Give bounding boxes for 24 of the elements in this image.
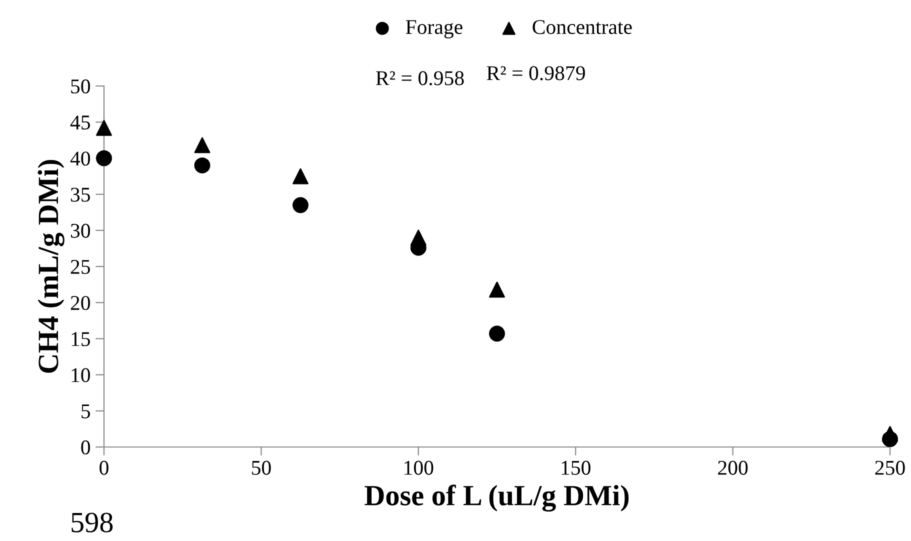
y-tick-label: 25 (70, 260, 90, 274)
legend-label: Concentrate (532, 20, 632, 34)
y-tick-label: 0 (81, 440, 90, 454)
y-axis-title: CH4 (mL/g DMi) (38, 160, 64, 373)
y-tick-label: 45 (70, 116, 90, 130)
y-tick-label: 35 (70, 188, 90, 202)
y-tick-label: 10 (72, 368, 90, 382)
x-axis-title: Dose of L (uL/g DMi) (364, 484, 629, 512)
x-tick-label: 200 (718, 460, 748, 475)
text: R² = 0.9879 (486, 66, 585, 80)
y-tick-label: 50 (71, 79, 90, 94)
y-tick-label: 40 (70, 152, 90, 166)
y-tick-label: 20 (70, 296, 90, 310)
text: R² = 0.958 (376, 71, 464, 86)
x-tick-label: 0 (100, 460, 108, 475)
y-tick-label: 30 (70, 224, 90, 238)
y-tick-label: 5 (82, 404, 90, 418)
legend-label: Forage (406, 20, 462, 38)
text: 598 (72, 512, 113, 532)
x-tick-label: 50 (252, 460, 271, 475)
x-tick-label: 250 (875, 460, 905, 475)
x-tick-label: 150 (562, 460, 590, 475)
y-tick-label: 15 (72, 332, 90, 346)
x-tick-label: 100 (404, 460, 434, 475)
